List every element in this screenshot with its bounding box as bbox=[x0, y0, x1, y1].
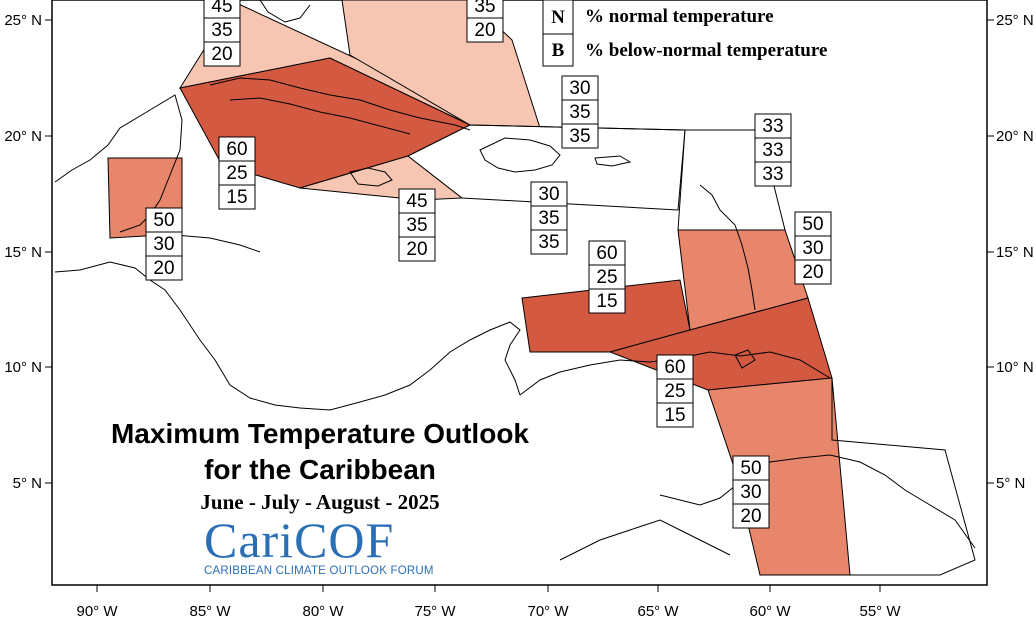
forecast-value: 25 bbox=[226, 163, 247, 184]
forecast-value: 15 bbox=[596, 291, 617, 312]
coast-central-america bbox=[54, 261, 521, 411]
forecast-value: 35 bbox=[569, 102, 590, 123]
forecast-value: 30 bbox=[802, 238, 823, 259]
forecast-value: 45 bbox=[211, 0, 232, 17]
forecast-value: 20 bbox=[153, 258, 174, 279]
forecast-value: 60 bbox=[596, 243, 617, 264]
forecast-box-trinidad: 60 25 15 bbox=[656, 354, 694, 428]
forecast-box-abc-islands: 60 25 15 bbox=[588, 240, 626, 314]
forecast-value: 25 bbox=[596, 267, 617, 288]
y-tick-label: 25° N bbox=[996, 12, 1034, 29]
y-tick-label: 5° N bbox=[996, 475, 1025, 492]
x-tick-label: 70° W bbox=[527, 603, 569, 620]
legend: N B % normal temperature % below-normal … bbox=[542, 0, 827, 67]
forecast-value: 33 bbox=[762, 116, 783, 137]
forecast-value: 45 bbox=[406, 191, 427, 212]
forecast-value: 15 bbox=[226, 187, 247, 208]
map-frame bbox=[51, 0, 988, 586]
coast-cuba-south bbox=[229, 97, 411, 135]
coast-cuba bbox=[209, 77, 471, 131]
y-tick-label: 10° N bbox=[4, 359, 42, 376]
y-axis-left: 25° N 20° N 15° N 10° N 5° N bbox=[4, 12, 52, 492]
map-title-line1: Maximum Temperature Outlook bbox=[110, 418, 529, 449]
x-tick-label: 55° W bbox=[859, 603, 901, 620]
forecast-value: 30 bbox=[538, 184, 559, 205]
map-title-line2: for the Caribbean bbox=[204, 454, 436, 485]
x-tick-label: 75° W bbox=[414, 603, 456, 620]
coast-hispaniola bbox=[479, 137, 561, 173]
forecast-value: 20 bbox=[802, 262, 823, 283]
y-axis-right: 25° N 20° N 15° N 10° N 5° N bbox=[987, 12, 1034, 492]
region-hispaniola bbox=[407, 124, 686, 211]
forecast-value: 60 bbox=[664, 357, 685, 378]
forecast-value: 20 bbox=[474, 20, 495, 41]
forecast-box-hispaniola: 30 35 35 bbox=[530, 181, 568, 255]
x-tick-label: 80° W bbox=[302, 603, 344, 620]
forecast-period: June - July - August - 2025 bbox=[200, 490, 440, 514]
forecast-value: 30 bbox=[569, 78, 590, 99]
forecast-value: 30 bbox=[740, 482, 761, 503]
coast-south-america bbox=[659, 454, 976, 549]
forecast-value: 33 bbox=[762, 164, 783, 185]
forecast-value: 33 bbox=[762, 140, 783, 161]
legend-label: % below-normal temperature bbox=[585, 40, 827, 61]
forecast-value: 35 bbox=[569, 126, 590, 147]
forecast-value: 35 bbox=[538, 208, 559, 229]
forecast-value: 35 bbox=[474, 0, 495, 17]
coast-islands-arc bbox=[699, 184, 756, 311]
y-tick-label: 15° N bbox=[4, 244, 42, 261]
coast-colombia-inland bbox=[559, 519, 731, 561]
forecast-value: 50 bbox=[740, 458, 761, 479]
x-tick-label: 90° W bbox=[76, 603, 118, 620]
forecast-value: 20 bbox=[740, 506, 761, 527]
forecast-value: 25 bbox=[664, 381, 685, 402]
forecast-value: 15 bbox=[664, 405, 685, 426]
legend-key-box bbox=[542, 0, 574, 35]
coast-florida bbox=[259, 0, 311, 23]
legend-key: B bbox=[552, 40, 565, 61]
y-tick-label: 15° N bbox=[996, 244, 1034, 261]
legend-key-box bbox=[542, 33, 574, 67]
forecast-box-guianas: 50 30 20 bbox=[732, 455, 770, 529]
forecast-box-jamaica: 45 35 20 bbox=[398, 188, 436, 262]
forecast-box-bahamas-west: 45 35 20 bbox=[203, 0, 241, 67]
forecast-value: 30 bbox=[153, 234, 174, 255]
legend-label: % normal temperature bbox=[585, 6, 774, 27]
y-tick-label: 5° N bbox=[13, 475, 42, 492]
y-tick-label: 20° N bbox=[996, 128, 1034, 145]
forecast-box-leeward-north: 33 33 33 bbox=[754, 113, 792, 187]
caricof-logo: CariCOF CARIBBEAN CLIMATE OUTLOOK FORUM bbox=[200, 512, 436, 580]
legend-key: N bbox=[551, 7, 565, 28]
forecast-value: 50 bbox=[153, 210, 174, 231]
y-tick-label: 20° N bbox=[4, 128, 42, 145]
x-tick-label: 85° W bbox=[189, 603, 231, 620]
region-guianas bbox=[707, 377, 851, 576]
region-outline-east bbox=[831, 378, 976, 576]
x-tick-label: 60° W bbox=[749, 603, 791, 620]
forecast-box-windward: 50 30 20 bbox=[794, 211, 832, 285]
coast-puerto-rico bbox=[594, 155, 632, 167]
forecast-value: 20 bbox=[406, 239, 427, 260]
x-tick-label: 65° W bbox=[637, 603, 679, 620]
forecast-value: 35 bbox=[538, 232, 559, 253]
forecast-box-belize: 50 30 20 bbox=[145, 207, 183, 281]
forecast-box-cayman-cuba: 60 25 15 bbox=[218, 136, 256, 210]
y-tick-label: 25° N bbox=[4, 12, 42, 29]
forecast-value: 60 bbox=[226, 139, 247, 160]
x-axis: 90° W 85° W 80° W 75° W 70° W 65° W 60° … bbox=[76, 585, 901, 620]
forecast-value: 50 bbox=[802, 214, 823, 235]
coast-jamaica bbox=[349, 167, 393, 187]
coast-trinidad bbox=[734, 349, 756, 369]
forecast-value: 20 bbox=[211, 44, 232, 65]
forecast-box-turks-caicos: 30 35 35 bbox=[561, 75, 599, 149]
forecast-value: 35 bbox=[211, 20, 232, 41]
y-tick-label: 10° N bbox=[996, 359, 1034, 376]
logo-wordmark: CariCOF bbox=[204, 512, 395, 568]
forecast-value: 35 bbox=[406, 215, 427, 236]
forecast-regions bbox=[107, 0, 976, 576]
logo-subtitle: CARIBBEAN CLIMATE OUTLOOK FORUM bbox=[204, 565, 434, 577]
forecast-box-bahamas-east: 35 20 bbox=[466, 0, 504, 43]
